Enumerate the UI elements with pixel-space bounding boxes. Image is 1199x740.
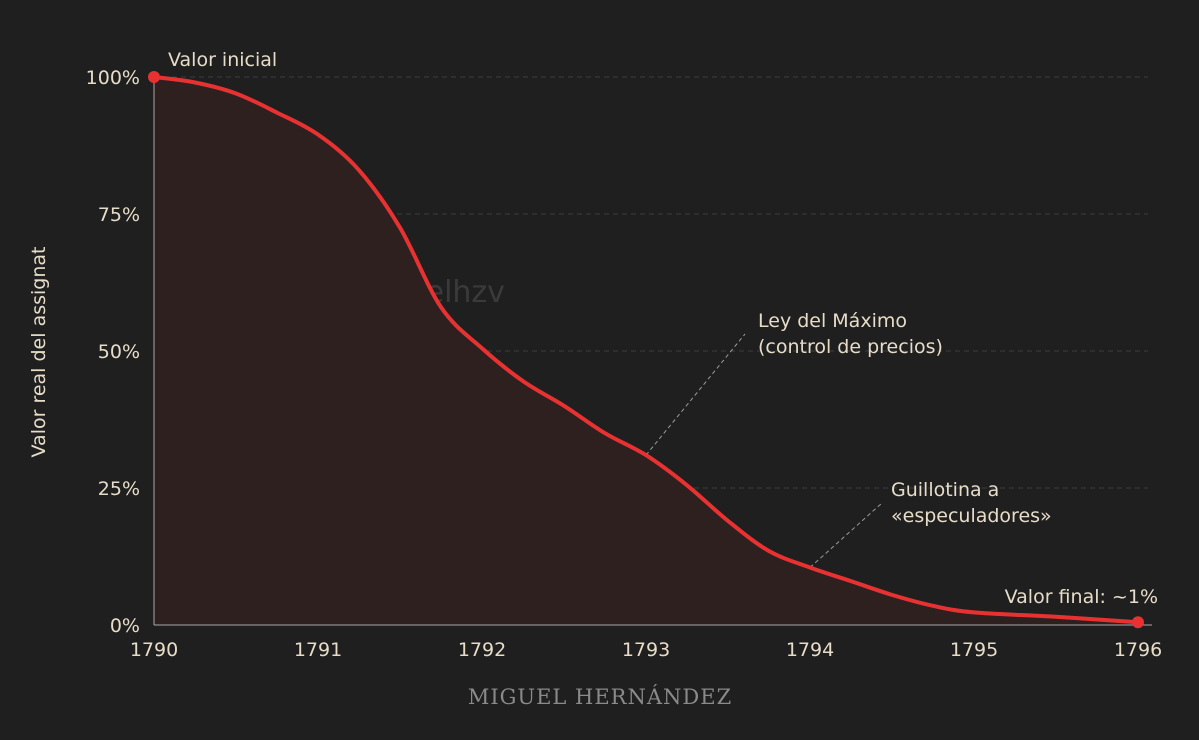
y-tick-labels: 0% 25% 50% 75% 100% [86, 67, 140, 637]
annotation-leaders [645, 333, 883, 568]
x-tick-label: 1795 [950, 639, 998, 661]
marker-end [1132, 616, 1144, 629]
annotation-leader-guillotine [809, 502, 883, 568]
annotation-guillotine: «especuladores» [891, 505, 1052, 527]
x-tick-labels: 1790 1791 1792 1793 1794 1795 1796 [130, 639, 1162, 661]
area-fill [154, 77, 1138, 625]
annotation-end: Valor final: ~1% [1005, 586, 1158, 608]
markers [148, 71, 1144, 629]
annotation-leader-maximum [645, 333, 746, 456]
y-axis-label: Valor real del assignat [28, 247, 50, 458]
x-tick-label: 1792 [458, 639, 506, 661]
y-tick-label: 75% [98, 204, 140, 226]
x-tick-label: 1791 [294, 639, 342, 661]
x-tick-label: 1793 [622, 639, 670, 661]
annotation-guillotine: Guillotina a [891, 479, 999, 501]
x-tick-label: 1790 [130, 639, 178, 661]
axes [153, 73, 1152, 626]
y-tick-label: 50% [98, 341, 140, 363]
x-tick-label: 1794 [786, 639, 834, 661]
y-tick-label: 0% [110, 615, 140, 637]
annotation-maximum: (control de precios) [758, 336, 943, 358]
marker-start [148, 71, 160, 83]
y-tick-label: 25% [98, 478, 140, 500]
annotation-start: Valor inicial [168, 49, 277, 71]
series-line [152, 75, 1140, 625]
signature: MIGUEL HERNÁNDEZ [468, 685, 732, 709]
y-tick-label: 100% [86, 67, 140, 89]
annotation-labels: Valor inicial Ley del Máximo (control de p… [168, 49, 1158, 608]
x-tick-label: 1796 [1114, 639, 1162, 661]
annotation-maximum: Ley del Máximo [758, 310, 907, 332]
